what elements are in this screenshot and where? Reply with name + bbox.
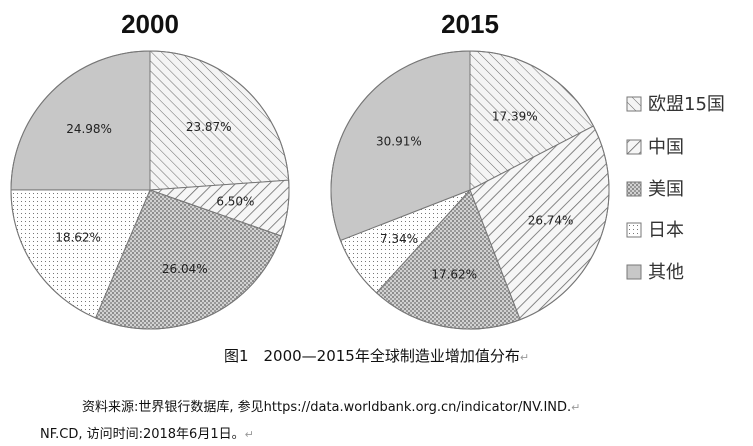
legend-label: 美国	[648, 179, 684, 200]
slice-label-japan: 7.34%	[380, 232, 418, 246]
legend-item-eu15: 欧盟15国	[626, 94, 725, 115]
return-mark-icon: ↵	[519, 351, 530, 364]
legend-swatch	[626, 222, 642, 238]
slice-label-china: 6.50%	[216, 194, 254, 208]
slice-label-usa: 26.04%	[162, 262, 208, 276]
slice-label-other: 30.91%	[376, 134, 422, 148]
legend-item-usa: 美国	[626, 179, 684, 200]
legend-label: 欧盟15国	[648, 94, 725, 115]
chart-title: 2000	[121, 9, 179, 39]
pie-2000: 2000 23.87% 6.50% 26.04% 18.62% 24.98%	[10, 9, 290, 330]
legend-label: 其他	[648, 262, 684, 283]
pie-charts: 2000 23.87% 6.50% 26.04% 18.62% 24.98% 2015 …	[10, 9, 725, 330]
slice-label-usa: 17.62%	[431, 268, 477, 282]
legend-item-japan: 日本	[626, 220, 684, 241]
legend-swatch	[626, 96, 642, 112]
pie-outline	[330, 50, 610, 330]
return-mark-icon: ↵	[244, 428, 254, 441]
legend-swatch	[626, 264, 642, 280]
slice-label-other: 24.98%	[66, 122, 112, 136]
return-mark-icon: ↵	[571, 401, 581, 414]
source-text: NF.CD, 访问时间:2018年6月1日。	[40, 427, 245, 442]
legend: 欧盟15国 中国 美国 日本 其他	[626, 94, 725, 283]
legend-swatch	[626, 181, 642, 197]
source-line-2: NF.CD, 访问时间:2018年6月1日。↵	[40, 423, 254, 442]
chart-title: 2015	[441, 9, 499, 39]
source-line-1: 资料来源:世界银行数据库, 参见https://data.worldbank.o…	[82, 396, 580, 415]
slice-label-china: 26.74%	[528, 214, 574, 228]
source-text: 资料来源:世界银行数据库, 参见https://data.worldbank.o…	[82, 400, 572, 415]
figure-caption: 图1 2000—2015年全球制造业增加值分布↵	[0, 345, 753, 366]
pie-slice-other	[10, 50, 151, 191]
legend-item-other: 其他	[626, 262, 684, 283]
legend-swatch	[626, 139, 642, 155]
legend-label: 中国	[648, 137, 684, 158]
caption-text: 图1 2000—2015年全球制造业增加值分布	[223, 347, 520, 365]
slice-label-eu15: 23.87%	[186, 120, 232, 134]
pie-outline	[10, 50, 290, 330]
legend-item-china: 中国	[626, 137, 684, 158]
slice-label-eu15: 17.39%	[492, 109, 538, 123]
slice-label-japan: 18.62%	[55, 231, 101, 245]
pie-2015: 2015 17.39% 26.74% 17.62% 7.34% 30.91%	[330, 9, 610, 330]
legend-label: 日本	[648, 220, 684, 241]
